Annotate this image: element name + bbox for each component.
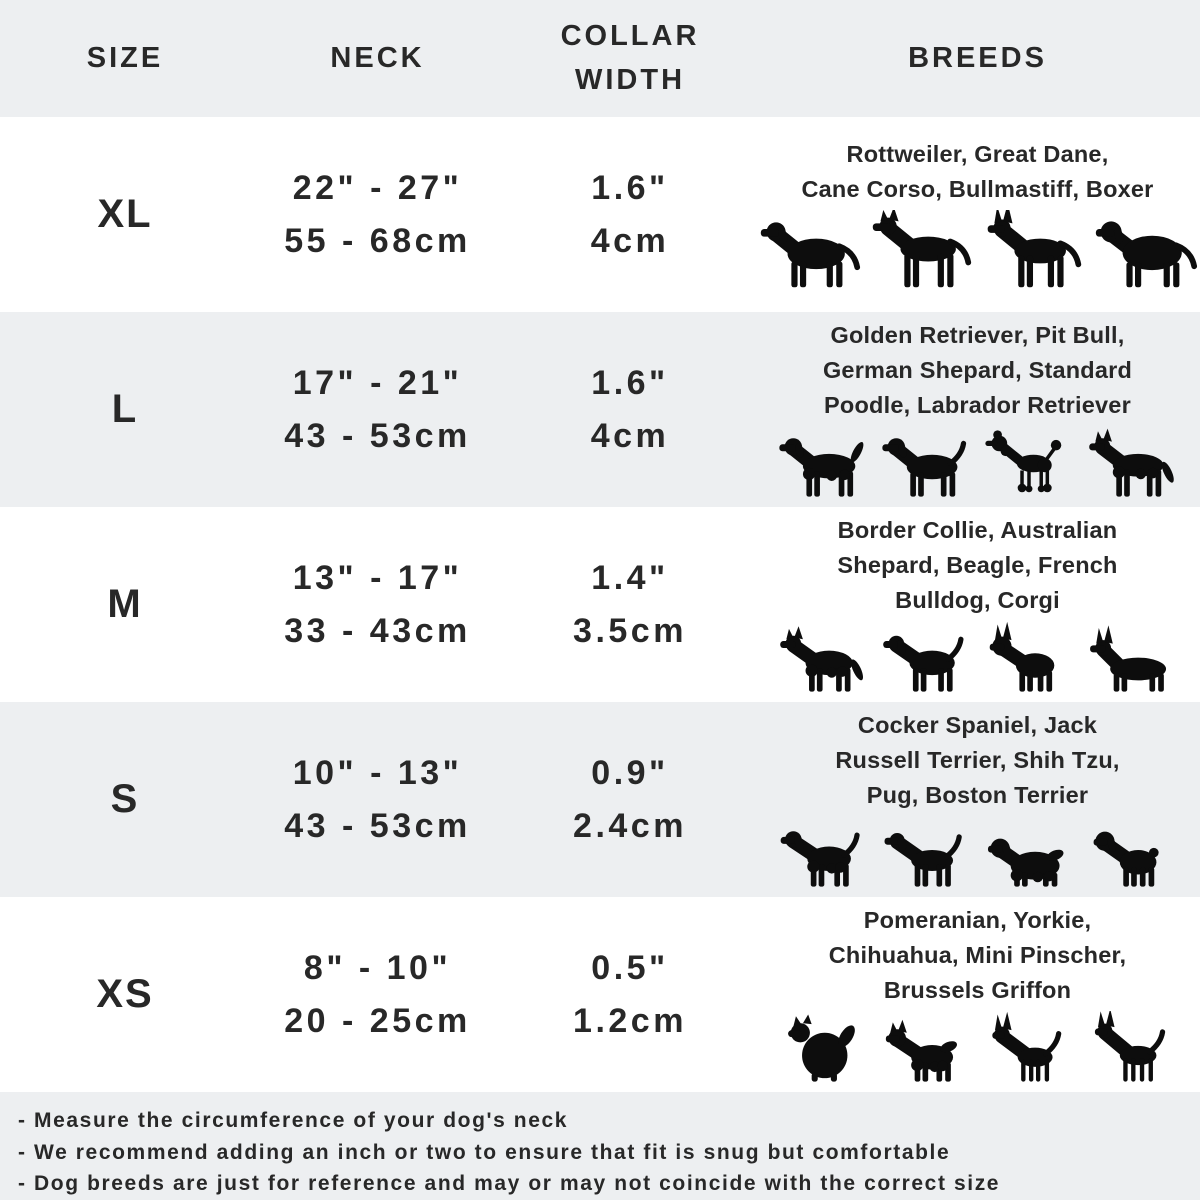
column-header-size: SIZE: [0, 37, 250, 81]
neck-range: 8" - 10" 20 - 25cm: [250, 942, 505, 1047]
border-collie-icon: [775, 621, 871, 696]
neck-range: 10" - 13" 43 - 53cm: [250, 747, 505, 852]
collar-width-cm: 4cm: [590, 221, 670, 260]
neck-cm: 55 - 68cm: [284, 221, 471, 260]
table-row-xs: XS 8" - 10" 20 - 25cm 0.5" 1.2cm Pomeran…: [0, 897, 1200, 1092]
size-label: XS: [96, 972, 154, 1016]
size-label: L: [111, 387, 139, 431]
size-label: M: [107, 582, 143, 626]
breed-icons: [775, 1011, 1180, 1086]
cane-corso-icon: [981, 210, 1086, 292]
collar-width-cm: 4cm: [590, 416, 670, 455]
beagle-icon: [878, 621, 974, 696]
column-header-size-label: SIZE: [86, 41, 164, 74]
cocker-spaniel-icon: [775, 816, 871, 891]
neck-cm: 43 - 53cm: [284, 416, 471, 455]
rottweiler-icon: [757, 210, 862, 292]
breed-names: Border Collie, Australian Shepard, Beagl…: [837, 517, 1118, 613]
table-header-row: SIZE NECK COLLAR WIDTH BREEDS: [0, 0, 1200, 117]
neck-range: 17" - 21" 43 - 53cm: [250, 357, 505, 462]
table-row-s: S 10" - 13" 43 - 53cm 0.9" 2.4cm Cocker …: [0, 702, 1200, 897]
collar-width: 0.5" 1.2cm: [505, 942, 755, 1047]
neck-cm: 43 - 53cm: [284, 806, 471, 845]
shih-tzu-icon: [981, 816, 1077, 891]
neck-cm: 20 - 25cm: [284, 1001, 471, 1040]
min-pin-icon: [1084, 1011, 1180, 1086]
collar-width: 1.4" 3.5cm: [505, 552, 755, 657]
neck-inches: 13" - 17": [292, 558, 463, 597]
column-header-neck: NECK: [250, 37, 505, 81]
collar-width-cm: 1.2cm: [573, 1001, 687, 1040]
breed-icons: [775, 816, 1180, 891]
golden-retriever-icon: [775, 426, 871, 501]
neck-cm: 33 - 43cm: [284, 611, 471, 650]
french-bulldog-icon: [981, 621, 1077, 696]
size-label: S: [110, 777, 140, 821]
chihuahua-icon: [981, 1011, 1077, 1086]
neck-inches: 17" - 21": [292, 363, 463, 402]
collar-width-inches: 1.6": [591, 168, 669, 207]
pug-icon: [1084, 816, 1180, 891]
breeds-cell: Cocker Spaniel, Jack Russell Terrier, Sh…: [755, 708, 1200, 891]
column-header-breeds: BREEDS: [755, 37, 1200, 81]
table-row-xl: XL 22" - 27" 55 - 68cm 1.6" 4cm Rottweil…: [0, 117, 1200, 312]
neck-inches: 8" - 10": [303, 948, 452, 987]
table-row-l: L 17" - 21" 43 - 53cm 1.6" 4cm Golden Re…: [0, 312, 1200, 507]
collar-width-cm: 3.5cm: [573, 611, 687, 650]
labrador-retriever-icon: [878, 426, 974, 501]
breeds-cell: Pomeranian, Yorkie, Chihuahua, Mini Pins…: [755, 903, 1200, 1086]
pomeranian-icon: [775, 1011, 871, 1086]
note-fit: - We recommend adding an inch or two to …: [18, 1140, 951, 1164]
collar-width-inches: 1.4": [591, 558, 669, 597]
collar-width-cm: 2.4cm: [573, 806, 687, 845]
size-label: XL: [97, 192, 153, 236]
breed-icons: [775, 426, 1180, 501]
collar-width: 1.6" 4cm: [505, 162, 755, 267]
jack-russell-icon: [878, 816, 974, 891]
note-reference: - Dog breeds are just for reference and …: [18, 1172, 1001, 1195]
bullmastiff-icon: [1093, 210, 1198, 292]
breed-names: Pomeranian, Yorkie, Chihuahua, Mini Pins…: [828, 907, 1127, 1003]
corgi-icon: [1084, 621, 1180, 696]
great-dane-icon: [869, 210, 974, 292]
column-header-breeds-label: BREEDS: [908, 41, 1047, 74]
column-header-collar-width-label: COLLAR WIDTH: [560, 20, 700, 96]
column-header-collar-width: COLLAR WIDTH: [505, 15, 755, 102]
breed-names: Rottweiler, Great Dane, Cane Corso, Bull…: [801, 141, 1154, 202]
collar-width-inches: 1.6": [591, 363, 669, 402]
collar-width-inches: 0.9": [591, 753, 669, 792]
standard-poodle-icon: [981, 426, 1077, 501]
german-shepherd-icon: [1084, 426, 1180, 501]
neck-range: 22" - 27" 55 - 68cm: [250, 162, 505, 267]
collar-width-inches: 0.5": [591, 948, 669, 987]
neck-inches: 22" - 27": [292, 168, 463, 207]
note-measure: - Measure the circumference of your dog'…: [18, 1109, 569, 1132]
breed-icons: [757, 210, 1198, 292]
breed-names: Cocker Spaniel, Jack Russell Terrier, Sh…: [835, 712, 1120, 808]
neck-inches: 10" - 13": [292, 753, 463, 792]
breed-icons: [775, 621, 1180, 696]
breed-names: Golden Retriever, Pit Bull, German Shepa…: [822, 322, 1133, 418]
breeds-cell: Golden Retriever, Pit Bull, German Shepa…: [755, 318, 1200, 501]
breeds-cell: Border Collie, Australian Shepard, Beagl…: [755, 513, 1200, 696]
column-header-neck-label: NECK: [330, 41, 425, 74]
table-row-m: M 13" - 17" 33 - 43cm 1.4" 3.5cm Border …: [0, 507, 1200, 702]
breeds-cell: Rottweiler, Great Dane, Cane Corso, Bull…: [755, 137, 1200, 292]
neck-range: 13" - 17" 33 - 43cm: [250, 552, 505, 657]
collar-width: 0.9" 2.4cm: [505, 747, 755, 852]
collar-width: 1.6" 4cm: [505, 357, 755, 462]
yorkie-icon: [878, 1011, 974, 1086]
notes-section: - Measure the circumference of your dog'…: [0, 1092, 1200, 1200]
